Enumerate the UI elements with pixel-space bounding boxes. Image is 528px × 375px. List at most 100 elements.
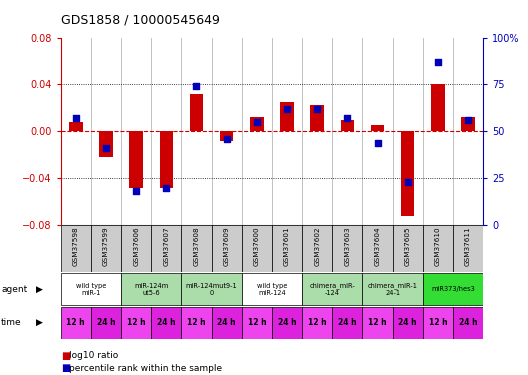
Bar [272, 225, 302, 272]
Point [102, 145, 110, 151]
Bar [242, 273, 302, 305]
Text: miR-124m
ut5-6: miR-124m ut5-6 [134, 283, 168, 296]
Bar [212, 225, 242, 272]
Text: 24 h: 24 h [97, 318, 115, 327]
Point [192, 83, 201, 89]
Bar [151, 307, 182, 339]
Bar [423, 307, 453, 339]
Text: GSM37608: GSM37608 [193, 226, 200, 266]
Text: GSM37606: GSM37606 [133, 226, 139, 266]
Text: time: time [1, 318, 22, 327]
Text: 12 h: 12 h [187, 318, 206, 327]
Text: ■: ■ [61, 351, 70, 360]
Bar [423, 273, 483, 305]
Text: 12 h: 12 h [368, 318, 387, 327]
Bar [242, 225, 272, 272]
Bar [91, 225, 121, 272]
Point [283, 106, 291, 112]
Text: GSM37610: GSM37610 [435, 226, 441, 266]
Bar [250, 117, 263, 131]
Text: 24 h: 24 h [218, 318, 236, 327]
Text: GSM37601: GSM37601 [284, 226, 290, 266]
Bar [393, 225, 423, 272]
Bar [121, 273, 182, 305]
Text: chimera_miR-1
24-1: chimera_miR-1 24-1 [367, 282, 418, 296]
Bar [423, 225, 453, 272]
Bar [182, 307, 212, 339]
Bar [182, 225, 212, 272]
Text: GSM37607: GSM37607 [163, 226, 169, 266]
Point [252, 119, 261, 125]
Bar [453, 307, 483, 339]
Point [403, 179, 412, 185]
Bar [129, 131, 143, 188]
Text: 24 h: 24 h [338, 318, 356, 327]
Text: GSM37600: GSM37600 [254, 226, 260, 266]
Point [132, 188, 140, 194]
Bar [341, 120, 354, 131]
Bar [212, 307, 242, 339]
Bar [461, 117, 475, 131]
Bar [401, 131, 414, 216]
Bar [121, 307, 151, 339]
Text: GSM37609: GSM37609 [224, 226, 230, 266]
Bar [121, 225, 151, 272]
Text: 12 h: 12 h [308, 318, 326, 327]
Text: 12 h: 12 h [248, 318, 266, 327]
Bar [302, 225, 332, 272]
Bar [431, 84, 445, 131]
Bar [332, 225, 362, 272]
Text: GSM37602: GSM37602 [314, 226, 320, 266]
Text: 24 h: 24 h [399, 318, 417, 327]
Text: GSM37598: GSM37598 [73, 226, 79, 266]
Point [313, 106, 322, 112]
Text: log10 ratio: log10 ratio [69, 351, 118, 360]
Text: GSM37611: GSM37611 [465, 226, 471, 266]
Text: miR-124mut9-1
0: miR-124mut9-1 0 [186, 283, 238, 296]
Point [222, 136, 231, 142]
Point [433, 59, 442, 65]
Text: 12 h: 12 h [127, 318, 145, 327]
Text: GSM37603: GSM37603 [344, 226, 351, 266]
Bar [91, 307, 121, 339]
Bar [302, 307, 332, 339]
Text: 24 h: 24 h [459, 318, 477, 327]
Text: 24 h: 24 h [157, 318, 176, 327]
Bar [220, 131, 233, 141]
Bar [190, 94, 203, 131]
Bar [332, 307, 362, 339]
Bar [182, 273, 242, 305]
Text: 12 h: 12 h [429, 318, 447, 327]
Text: GDS1858 / 10000545649: GDS1858 / 10000545649 [61, 13, 220, 26]
Bar [371, 125, 384, 131]
Text: agent: agent [1, 285, 27, 294]
Text: 24 h: 24 h [278, 318, 296, 327]
Bar [159, 131, 173, 188]
Point [464, 117, 472, 123]
Bar [280, 102, 294, 131]
Text: percentile rank within the sample: percentile rank within the sample [69, 364, 222, 373]
Bar [69, 122, 82, 131]
Text: miR373/hes3: miR373/hes3 [431, 286, 475, 292]
Bar [362, 225, 393, 272]
Text: ▶: ▶ [36, 285, 43, 294]
Bar [393, 307, 423, 339]
Text: chimera_miR-
-124: chimera_miR- -124 [309, 282, 355, 296]
Text: GSM37599: GSM37599 [103, 226, 109, 266]
Bar [310, 105, 324, 131]
Text: 12 h: 12 h [67, 318, 85, 327]
Point [343, 115, 352, 121]
Bar [362, 273, 423, 305]
Bar [61, 273, 121, 305]
Text: wild type
miR-1: wild type miR-1 [76, 283, 106, 296]
Text: GSM37604: GSM37604 [374, 226, 381, 266]
Bar [362, 307, 393, 339]
Text: ■: ■ [61, 363, 70, 373]
Text: GSM37605: GSM37605 [404, 226, 411, 266]
Bar [453, 225, 483, 272]
Bar [272, 307, 302, 339]
Bar [302, 273, 362, 305]
Bar [242, 307, 272, 339]
Bar [99, 131, 113, 157]
Bar [61, 225, 91, 272]
